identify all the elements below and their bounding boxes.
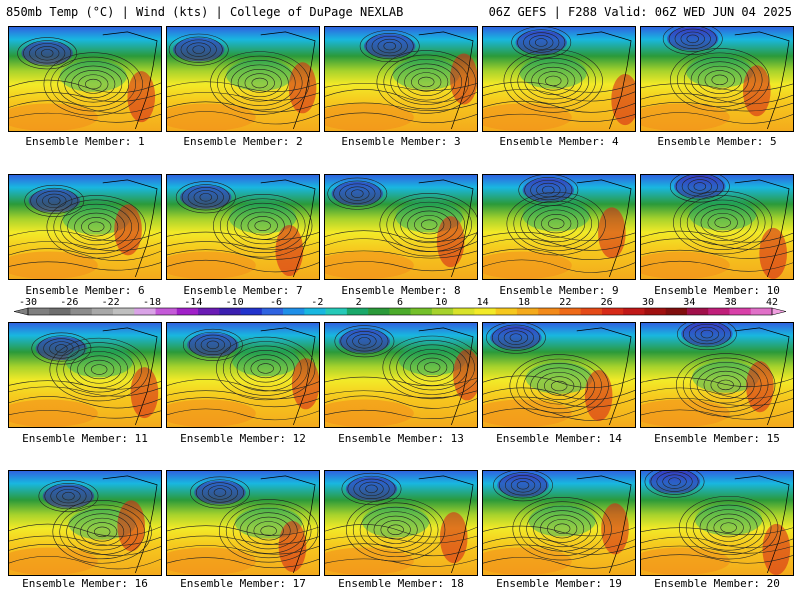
ensemble-member-map bbox=[166, 26, 320, 132]
colorbar-segment bbox=[389, 308, 411, 315]
colorbar-segment bbox=[686, 308, 709, 315]
ensemble-member-map bbox=[8, 322, 162, 428]
colorbar-segment bbox=[28, 308, 50, 315]
ensemble-member-map bbox=[482, 26, 636, 132]
ensemble-member-label: Ensemble Member: 16 bbox=[22, 577, 148, 590]
colorbar-tick-label: 26 bbox=[601, 297, 613, 308]
ensemble-member-label: Ensemble Member: 15 bbox=[654, 432, 780, 445]
colorbar-segment bbox=[729, 308, 752, 315]
ensemble-member-map bbox=[482, 174, 636, 280]
colorbar-segment bbox=[495, 308, 518, 315]
colorbar-tick-label: 2 bbox=[356, 297, 362, 308]
ensemble-member-map bbox=[482, 470, 636, 576]
ensemble-member-label: Ensemble Member: 14 bbox=[496, 432, 622, 445]
colorbar-segment bbox=[346, 308, 369, 315]
ensemble-member-map bbox=[640, 26, 794, 132]
ensemble-member-map bbox=[640, 322, 794, 428]
colorbar-segment bbox=[176, 308, 199, 315]
ensemble-member-map bbox=[8, 470, 162, 576]
colorbar-segment bbox=[453, 308, 475, 315]
ensemble-member-map bbox=[640, 470, 794, 576]
colorbar-tick-label: -18 bbox=[143, 297, 161, 308]
colorbar-segment bbox=[516, 308, 539, 315]
ensemble-member-map bbox=[166, 174, 320, 280]
colorbar-max-arrow bbox=[771, 307, 787, 316]
colorbar-segment bbox=[155, 308, 178, 315]
ensemble-member-map bbox=[8, 26, 162, 132]
ensemble-member-map bbox=[8, 174, 162, 280]
ensemble-member-label: Ensemble Member: 18 bbox=[338, 577, 464, 590]
colorbar-min-arrow bbox=[13, 307, 29, 316]
ensemble-member-label: Ensemble Member: 3 bbox=[341, 135, 461, 148]
ensemble-member-map bbox=[166, 470, 320, 576]
ensemble-member-map bbox=[324, 322, 478, 428]
colorbar-tick-label: 18 bbox=[518, 297, 530, 308]
ensemble-member-label: Ensemble Member: 6 bbox=[25, 284, 145, 297]
colorbar-segment bbox=[113, 308, 135, 315]
ensemble-member-map bbox=[640, 174, 794, 280]
colorbar-segment bbox=[644, 308, 667, 315]
colorbar-segment bbox=[134, 308, 156, 315]
colorbar-segment bbox=[219, 308, 241, 315]
ensemble-member-label: Ensemble Member: 5 bbox=[657, 135, 777, 148]
colorbar-segment bbox=[261, 308, 284, 315]
ensemble-member-label: Ensemble Member: 2 bbox=[183, 135, 303, 148]
colorbar-segment bbox=[665, 308, 688, 315]
ensemble-member-map bbox=[324, 26, 478, 132]
colorbar-segment bbox=[325, 308, 348, 315]
ensemble-member-map bbox=[166, 322, 320, 428]
colorbar-segment bbox=[283, 308, 305, 315]
colorbar-tick-label: -22 bbox=[102, 297, 120, 308]
colorbar-segment bbox=[368, 308, 390, 315]
colorbar-segment bbox=[49, 308, 71, 315]
temperature-colorbar: -30 -26 -22 -18 -14 -10 -6 -2 2 6 10 14 18 22 26 30 34 38… bbox=[13, 297, 787, 316]
ensemble-member-label: Ensemble Member: 20 bbox=[654, 577, 780, 590]
colorbar-tick-label: 30 bbox=[642, 297, 654, 308]
colorbar-tick-label: 42 bbox=[766, 297, 778, 308]
colorbar-segment bbox=[91, 308, 114, 315]
ensemble-member-label: Ensemble Member: 7 bbox=[183, 284, 303, 297]
colorbar-segment bbox=[750, 308, 773, 315]
ensemble-member-label: Ensemble Member: 13 bbox=[338, 432, 464, 445]
colorbar-segment bbox=[580, 308, 603, 315]
ensemble-member-label: Ensemble Member: 1 bbox=[25, 135, 145, 148]
ensemble-member-map bbox=[324, 470, 478, 576]
colorbar-segment bbox=[70, 308, 93, 315]
ensemble-member-label: Ensemble Member: 8 bbox=[341, 284, 461, 297]
colorbar-segment bbox=[240, 308, 263, 315]
ensemble-member-map bbox=[324, 174, 478, 280]
colorbar-tick-label: -6 bbox=[270, 297, 282, 308]
colorbar-tick-label: 38 bbox=[725, 297, 737, 308]
colorbar-segment bbox=[304, 308, 326, 315]
colorbar-segment bbox=[623, 308, 645, 315]
colorbar-segment bbox=[601, 308, 624, 315]
ensemble-member-label: Ensemble Member: 11 bbox=[22, 432, 148, 445]
colorbar-segment bbox=[410, 308, 433, 315]
colorbar-tick-label: 22 bbox=[559, 297, 571, 308]
ensemble-member-label: Ensemble Member: 4 bbox=[499, 135, 619, 148]
run-info: 06Z GEFS | F288 Valid: 06Z WED JUN 04 20… bbox=[488, 5, 792, 19]
ensemble-member-label: Ensemble Member: 10 bbox=[654, 284, 780, 297]
colorbar-tick-label: -26 bbox=[60, 297, 78, 308]
colorbar-tick-label: 14 bbox=[477, 297, 489, 308]
ensemble-member-label: Ensemble Member: 19 bbox=[496, 577, 622, 590]
colorbar-tick-label: 6 bbox=[397, 297, 403, 308]
header-title: 850mb Temp (°C) | Wind (kts) | College o… bbox=[6, 5, 404, 19]
ensemble-member-map bbox=[482, 322, 636, 428]
colorbar-tick-label: -30 bbox=[19, 297, 37, 308]
colorbar-tick-label: -14 bbox=[184, 297, 202, 308]
ensemble-member-label: Ensemble Member: 9 bbox=[499, 284, 619, 297]
colorbar-tick-label: 34 bbox=[683, 297, 695, 308]
colorbar-segment bbox=[431, 308, 454, 315]
colorbar-segment bbox=[474, 308, 496, 315]
colorbar-tick-label: 10 bbox=[435, 297, 447, 308]
colorbar-tick-label: -2 bbox=[311, 297, 323, 308]
colorbar-segment bbox=[538, 308, 560, 315]
colorbar-segment bbox=[198, 308, 220, 315]
colorbar-segment bbox=[559, 308, 581, 315]
colorbar-tick-label: -10 bbox=[226, 297, 244, 308]
colorbar-segment bbox=[708, 308, 730, 315]
ensemble-member-label: Ensemble Member: 17 bbox=[180, 577, 306, 590]
ensemble-member-label: Ensemble Member: 12 bbox=[180, 432, 306, 445]
